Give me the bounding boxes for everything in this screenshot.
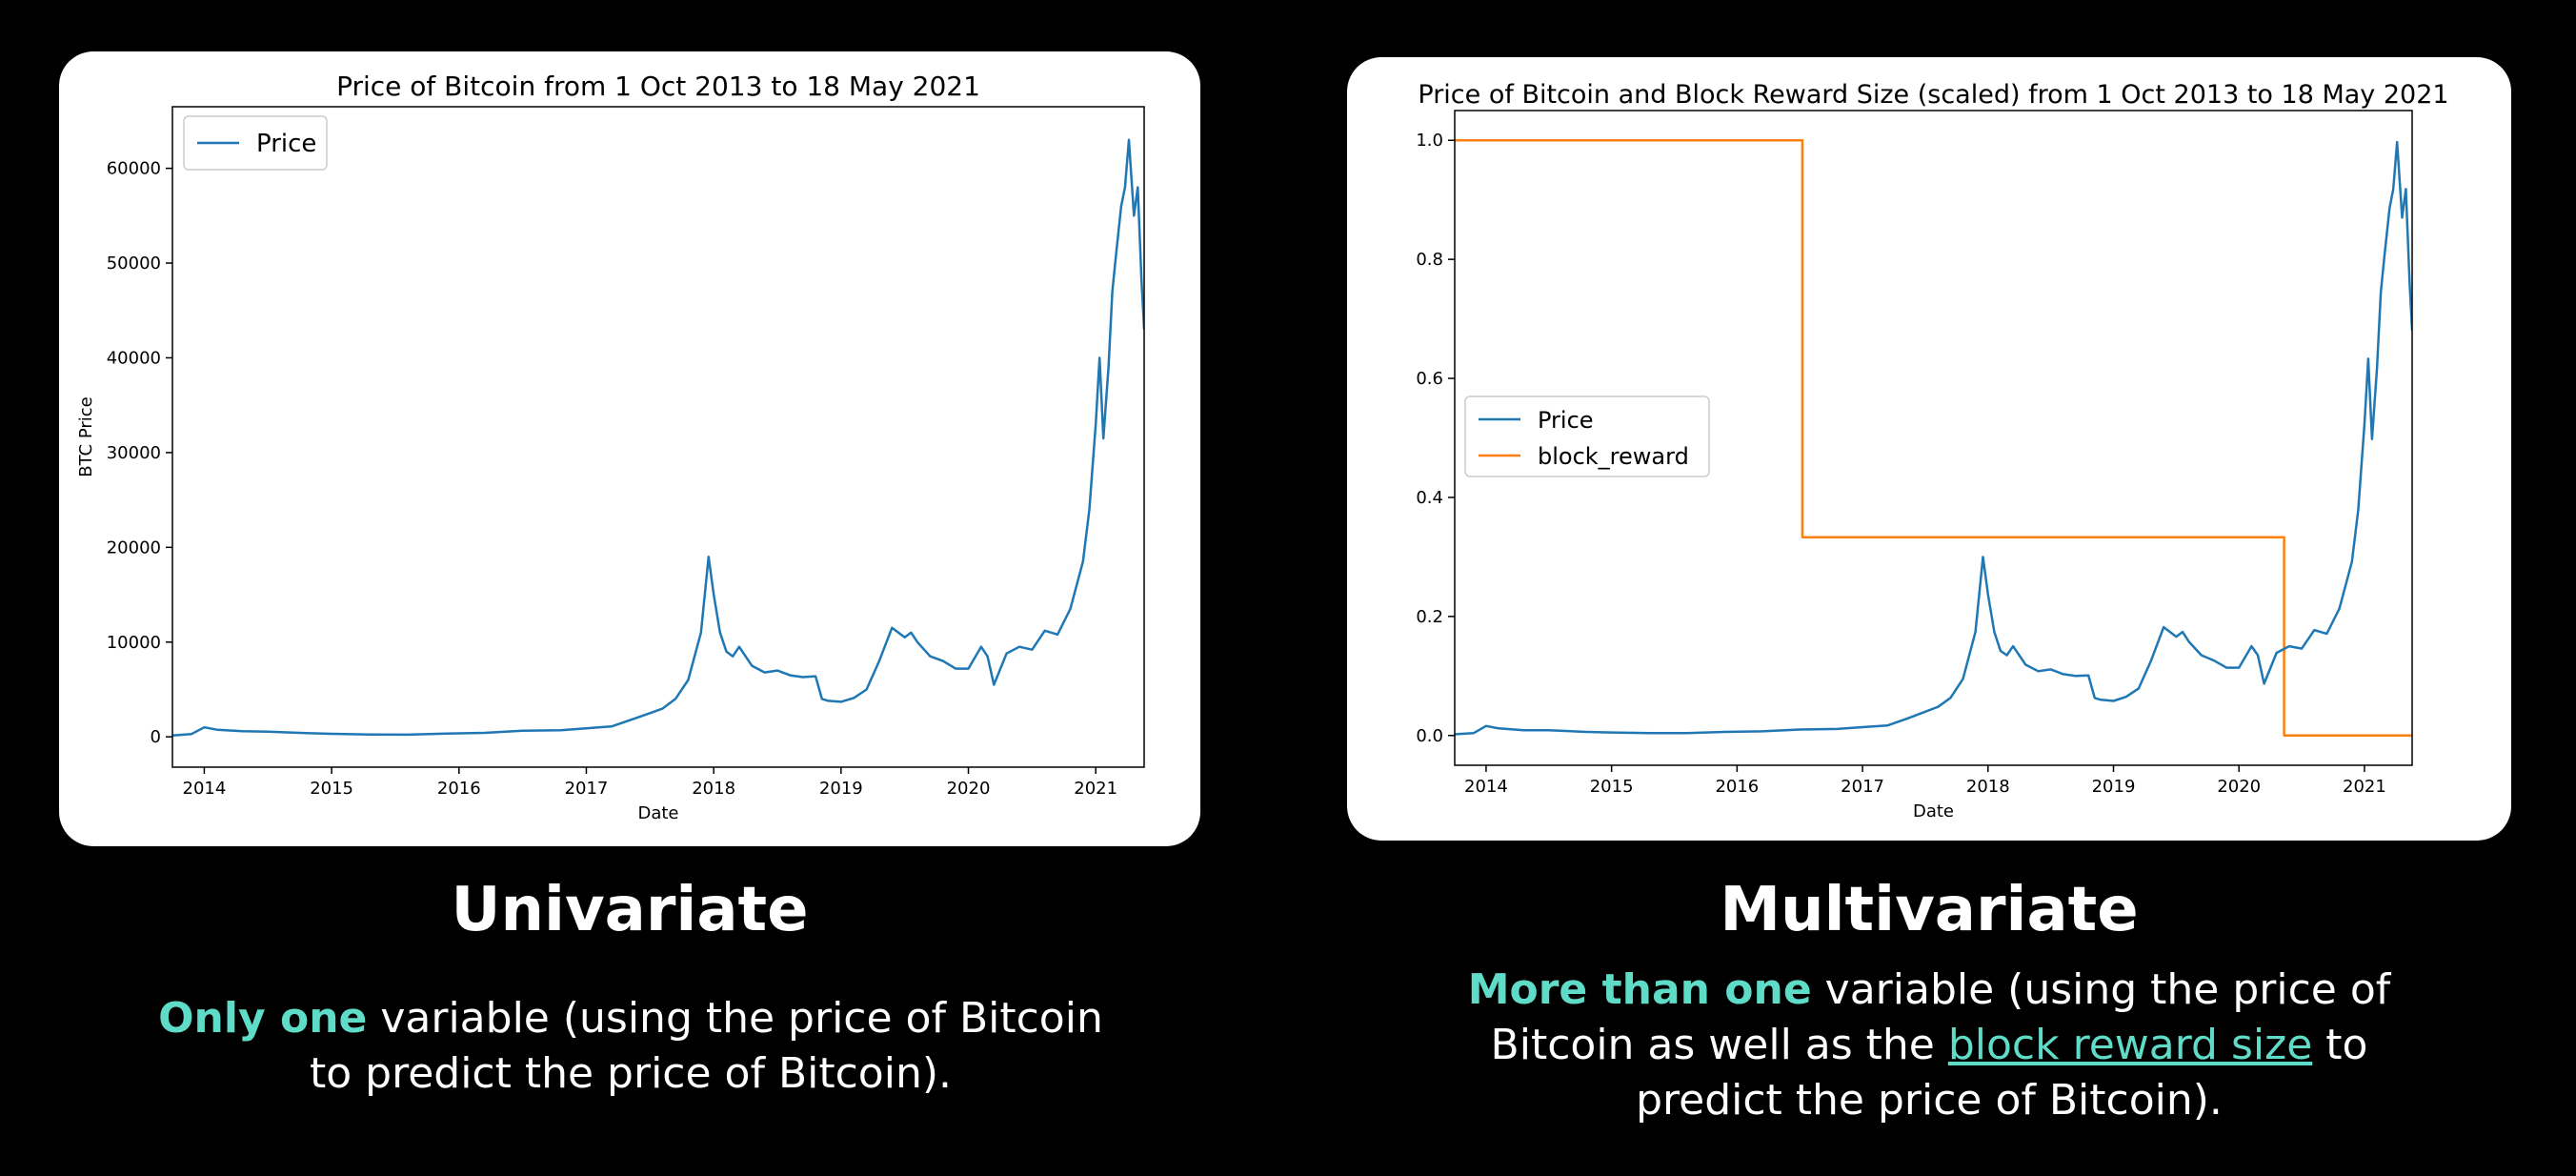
y-tick-label: 30000	[107, 443, 161, 463]
multivariate-highlight: More than one	[1467, 965, 1812, 1014]
univariate-heading: Univariate	[451, 875, 809, 945]
multivariate-price-chart: Price of Bitcoin and Block Reward Size (…	[1416, 80, 2448, 821]
legend-label: Price	[256, 130, 316, 158]
chart-title: Price of Bitcoin from 1 Oct 2013 to 18 M…	[336, 71, 980, 102]
y-tick-label: 0.4	[1416, 488, 1443, 508]
x-axis-label: Date	[1913, 801, 1954, 821]
x-tick-label: 2016	[1715, 777, 1759, 797]
y-tick-label: 0.6	[1416, 369, 1443, 389]
univariate-description: Only one variable (using the price of Bi…	[154, 991, 1107, 1102]
y-tick-label: 10000	[107, 633, 161, 653]
multivariate-description: More than one variable (using the price …	[1424, 963, 2434, 1128]
multivariate-description-end: to predict the price of Bitcoin).	[1636, 1021, 2368, 1125]
x-tick-label: 2021	[2343, 777, 2386, 797]
plot-frame	[171, 106, 1145, 768]
x-tick-label: 2020	[947, 779, 991, 799]
univariate-chart-card: Price of Bitcoin from 1 Oct 2013 to 18 M…	[59, 51, 1200, 846]
price-series-line	[172, 138, 1144, 738]
multivariate-description-text: variable (using the price of Bitcoin as …	[1490, 965, 2391, 1069]
plot-frame	[1454, 110, 2413, 766]
multivariate-heading: Multivariate	[1720, 875, 2139, 945]
y-tick-label: 0.8	[1416, 250, 1443, 270]
legend-label: block_reward	[1538, 443, 1689, 470]
x-tick-label: 2014	[1464, 777, 1508, 797]
x-tick-label: 2014	[183, 779, 227, 799]
x-tick-label: 2018	[1966, 777, 2010, 797]
x-tick-label: 2021	[1074, 779, 1117, 799]
block-reward-series-line	[1455, 138, 2412, 738]
univariate-price-chart: Price of Bitcoin from 1 Oct 2013 to 18 M…	[76, 71, 1145, 823]
x-tick-label: 2015	[1590, 777, 1634, 797]
y-tick-label: 20000	[107, 537, 161, 558]
x-tick-label: 2018	[692, 779, 735, 799]
x-tick-label: 2019	[819, 779, 863, 799]
block-reward-size-link[interactable]: block reward size	[1947, 1021, 2313, 1069]
y-tick-label: 0.2	[1416, 607, 1443, 627]
y-axis-label: BTC Price	[76, 396, 96, 477]
legend-label: Price	[1538, 407, 1594, 434]
price-series-line	[1455, 140, 2412, 736]
univariate-highlight: Only one	[158, 994, 368, 1043]
x-axis-label: Date	[637, 803, 678, 823]
x-tick-label: 2019	[2092, 777, 2136, 797]
x-tick-label: 2016	[437, 779, 481, 799]
y-tick-label: 0	[151, 727, 161, 747]
y-tick-label: 50000	[107, 253, 161, 274]
y-tick-label: 40000	[107, 348, 161, 368]
legend-box	[1464, 395, 1710, 477]
x-tick-label: 2020	[2217, 777, 2261, 797]
x-tick-label: 2015	[310, 779, 353, 799]
univariate-description-text: variable (using the price of Bitcoin to …	[310, 994, 1103, 1098]
x-tick-label: 2017	[565, 779, 609, 799]
legend-box	[183, 115, 328, 171]
y-tick-label: 1.0	[1416, 131, 1443, 151]
y-tick-label: 0.0	[1416, 726, 1443, 746]
y-tick-label: 60000	[107, 159, 161, 179]
multivariate-chart-card: Price of Bitcoin and Block Reward Size (…	[1347, 57, 2511, 841]
x-tick-label: 2017	[1841, 777, 1884, 797]
chart-title: Price of Bitcoin and Block Reward Size (…	[1418, 80, 2448, 110]
